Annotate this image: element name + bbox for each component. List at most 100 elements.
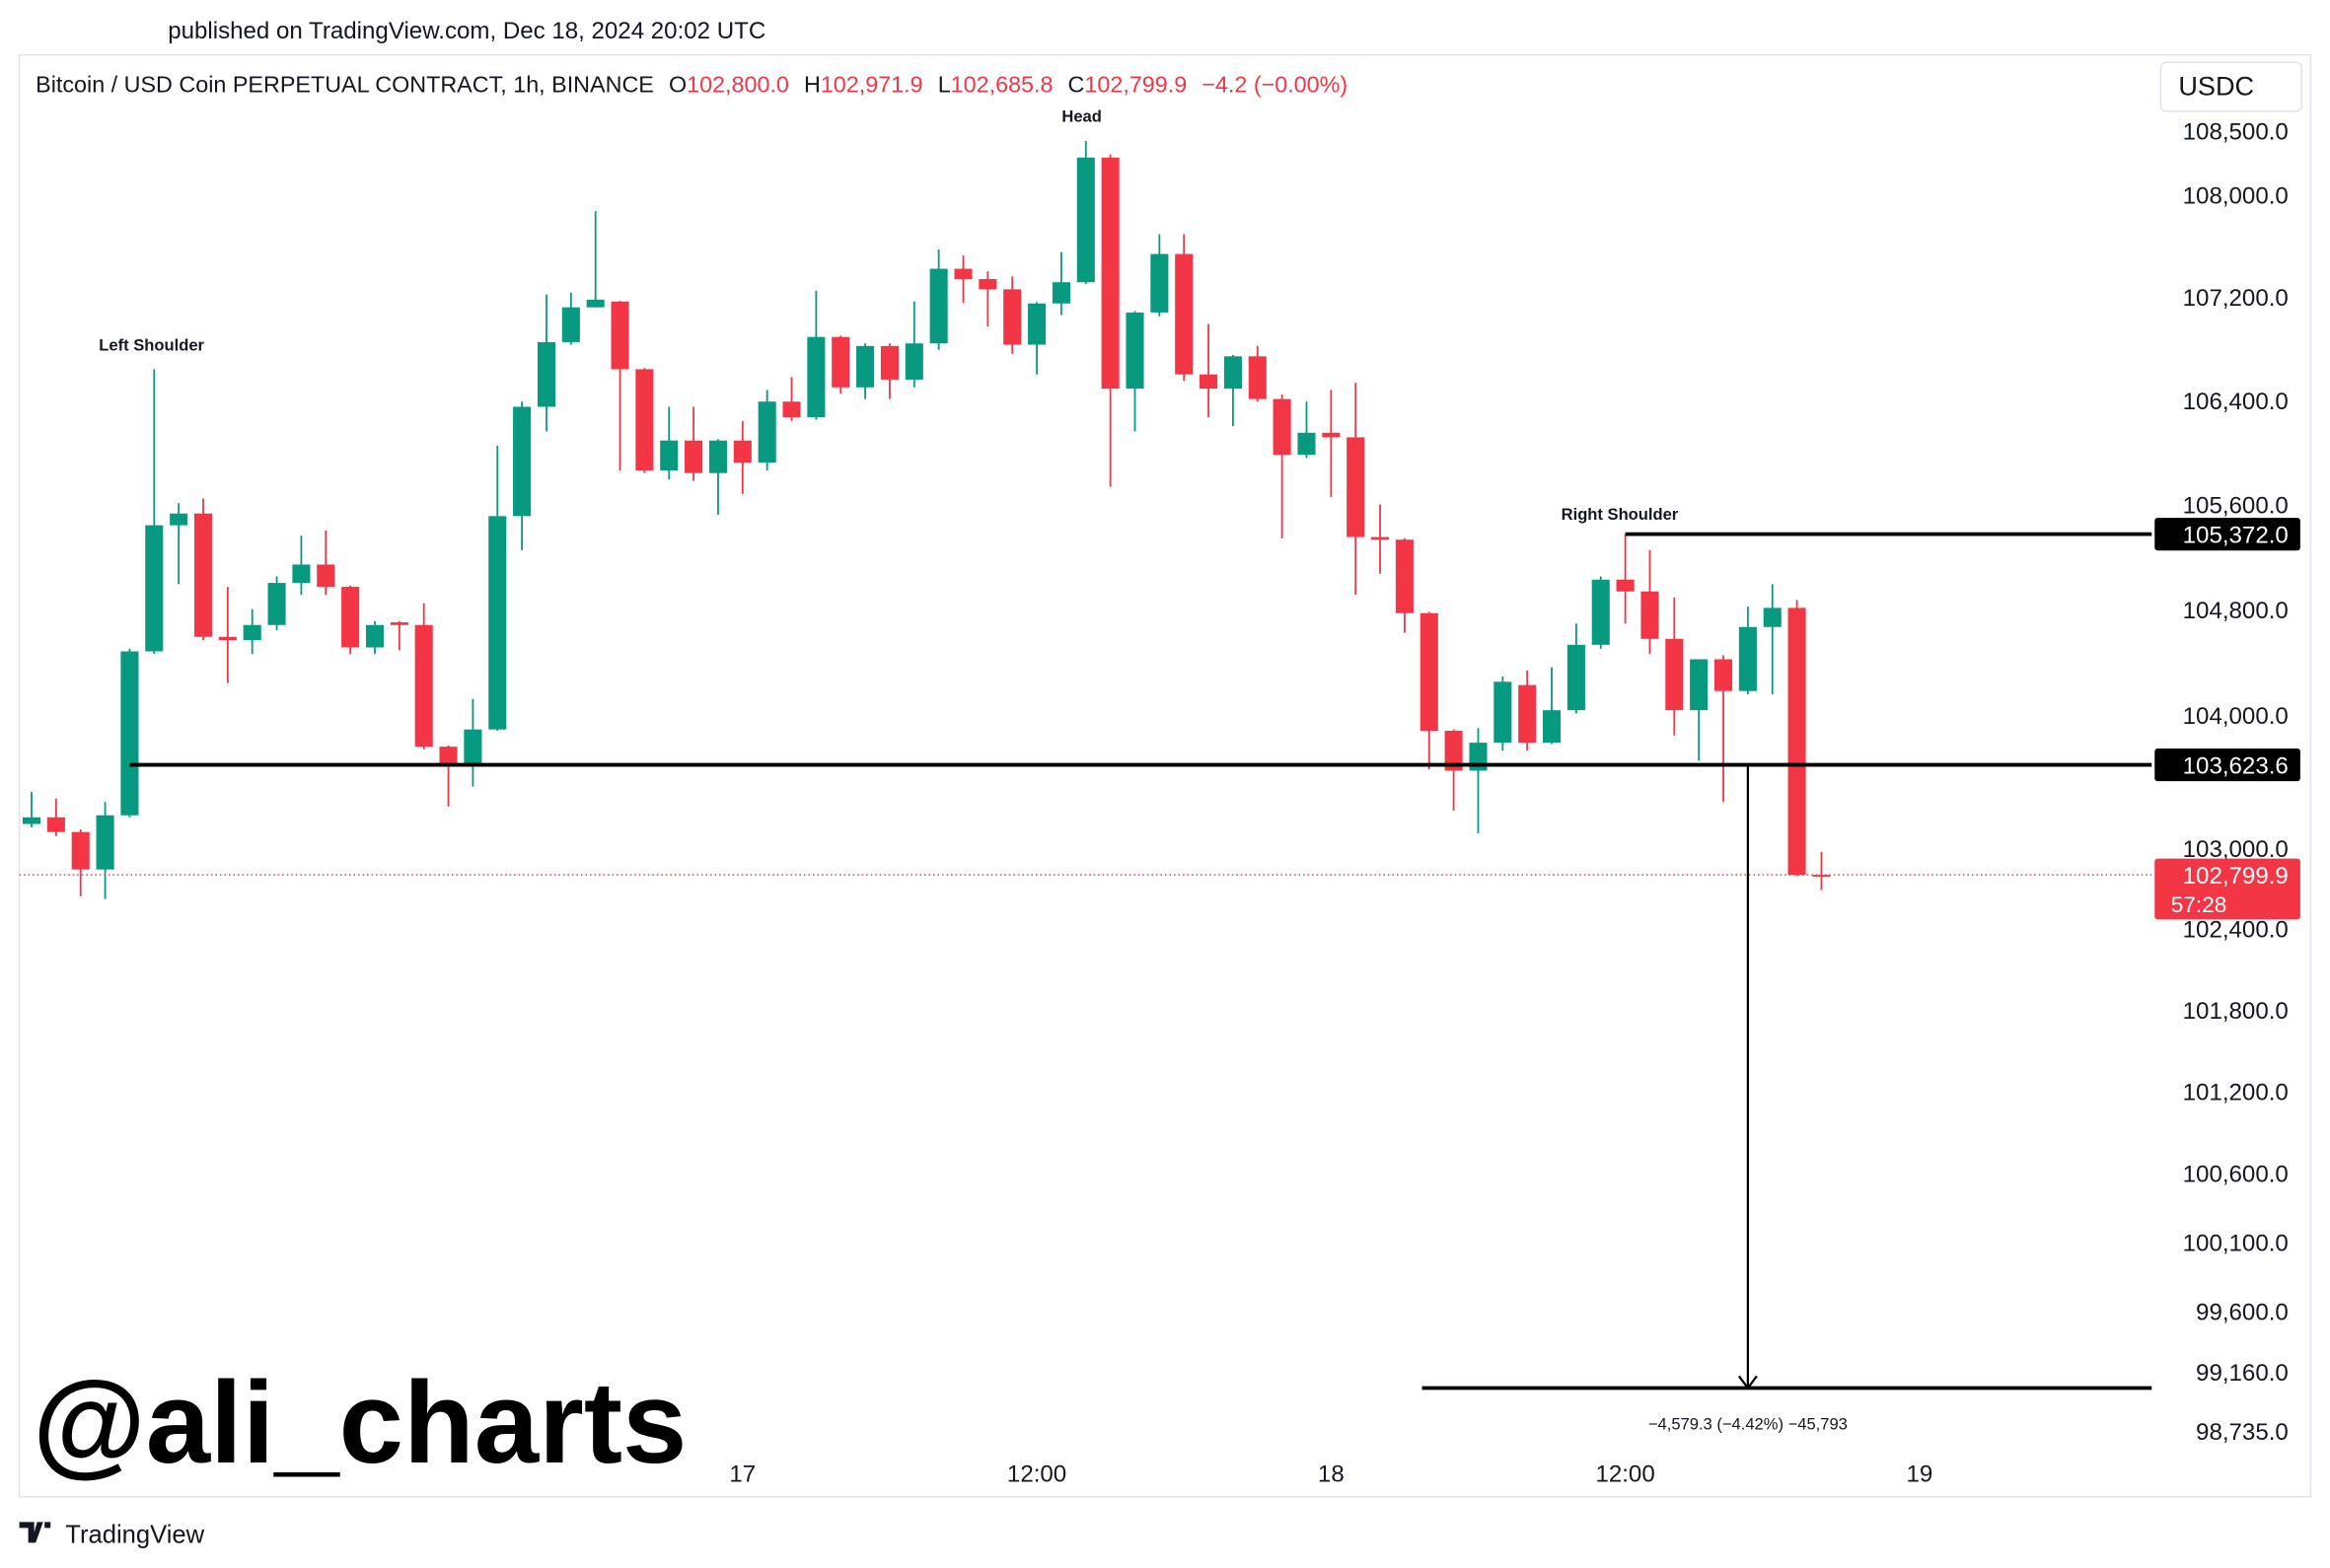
candle-body [317,564,335,588]
published-note: published on TradingView.com, Dec 18, 20… [168,18,765,44]
candle-body [464,729,482,767]
brand-name: TradingView [65,1521,204,1548]
x-tick-label: 12:00 [1595,1461,1654,1488]
candle-body [1444,731,1463,771]
currency-button[interactable] [2159,61,2303,112]
currency-label: USDC [2178,70,2254,101]
candle-body [513,406,532,517]
candle-body [1566,644,1585,711]
y-tick-label: 106,400.0 [2183,389,2289,415]
y-tick-label: 102,400.0 [2183,917,2289,944]
candle-body [1003,289,1022,345]
x-tick-label: 17 [729,1461,756,1488]
candle-body [561,307,580,342]
candle-body [1322,432,1341,438]
candle-body [1297,432,1316,456]
candle-body [1371,536,1390,540]
candle-body [145,525,164,652]
candle-body [1763,607,1782,627]
watermark: @ali_charts [33,1358,687,1487]
candle-body [1101,157,1120,390]
price-tag-label: 103,623.6 [2183,753,2289,780]
price-tag [2154,748,2300,782]
candle-body [733,440,752,463]
y-tick-label: 99,600.0 [2196,1299,2289,1325]
candle-body [243,624,261,641]
candle-body [46,817,65,832]
y-tick-label: 101,200.0 [2183,1079,2289,1105]
x-tick-label: 12:00 [1007,1461,1066,1488]
candle-body [120,651,139,816]
candle-body [1665,638,1684,711]
plot-area: 108,500.0 108,000.0 107,200.0 106,400.0 105,… [19,119,2300,1488]
annotation: Left Shoulder [99,335,204,354]
y-tick-label: 105,600.0 [2183,492,2289,519]
candle-body [1493,681,1512,744]
brand-logo [19,1522,51,1543]
candle-body [832,336,850,388]
y-tick-label: 98,735.0 [2196,1419,2289,1446]
candle-body [488,516,507,730]
y-tick-label: 108,500.0 [2183,119,2289,146]
candle-body [1640,591,1659,639]
candle-body [1126,312,1144,390]
x-tick-label: 19 [1906,1461,1932,1488]
candle-body [1420,612,1438,732]
legend-header: Bitcoin / USD Coin PERPETUAL CONTRACT, 1… [36,71,1347,97]
candle-body [807,336,826,418]
candle-body [267,583,286,625]
price-tag-label: 105,372.0 [2183,523,2289,549]
candle-body [758,401,776,463]
candle-body [365,624,385,648]
candle-body [1812,875,1831,877]
candle-body [929,268,948,344]
candle-body [954,268,973,279]
candle-body [1616,579,1635,592]
candle-body [1518,684,1537,744]
candle-body [1028,303,1047,345]
countdown-label: 57:28 [2171,892,2227,917]
y-tick-label: 107,200.0 [2183,285,2289,312]
candle-body [660,440,679,471]
candle-body [71,831,90,870]
candle-body [292,564,311,584]
candle-body [1347,437,1365,537]
ohlc-value: 102,799.9 [1084,71,1187,97]
candle-body [537,341,556,407]
candle-body [1175,253,1194,375]
candle-body [414,624,433,748]
candle-body [1200,374,1218,390]
candle-body [1542,710,1562,744]
y-tick-label: 104,800.0 [2183,598,2289,624]
candle-body [341,587,360,648]
candle-body [1690,659,1709,711]
candle-body [96,815,114,870]
chart-frame [18,53,2312,1498]
ohlc-prefix: O [669,71,687,97]
candle-body [979,278,997,290]
ohlc-prefix: L [938,71,951,97]
price-tag [2154,518,2300,551]
candle-body [685,440,703,473]
ohlc-value: 102,685.8 [951,71,1054,97]
candle-body [708,440,727,473]
ohlc-value: 102,800.0 [687,71,789,97]
candle-body [1713,659,1733,691]
candle-body [880,345,899,380]
last-price-label: 102,799.9 [2183,863,2289,890]
measure-label: −4,579.3 (−4.42%) −45,793 [1648,1415,1848,1434]
candle-body [193,513,213,637]
candle-body [611,301,629,370]
candle-body [635,369,654,471]
y-tick-label: 101,800.0 [2183,998,2289,1025]
candle-body [1150,253,1169,313]
candle-body [1591,579,1610,645]
candle-body [439,747,458,767]
candle-body [22,817,41,824]
candle-body [390,622,408,625]
candle-body [1248,356,1267,399]
annotation: Head [1061,107,1101,125]
candle-body [782,401,801,418]
